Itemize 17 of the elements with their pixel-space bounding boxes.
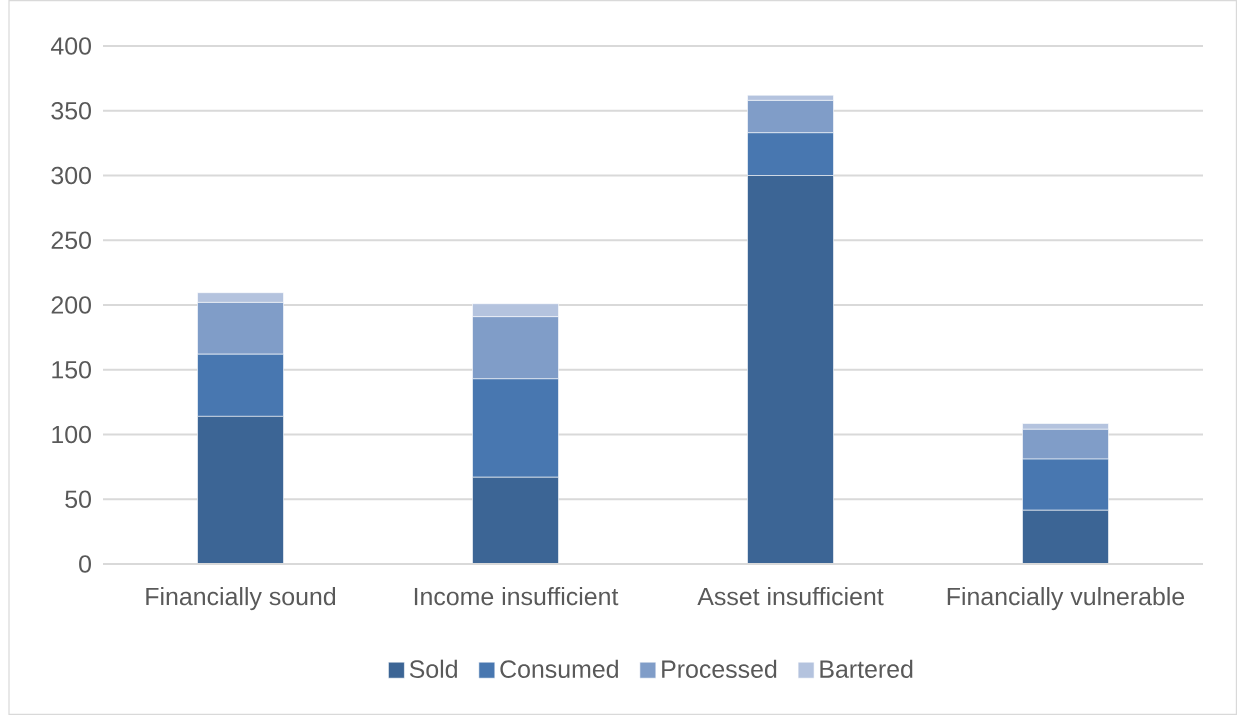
y-tick-label: 350 <box>51 101 91 120</box>
x-tick-label: Income insufficient <box>414 587 619 606</box>
legend-label: Bartered <box>820 659 913 678</box>
x-tick-label: Financially vulnerable <box>947 587 1185 611</box>
y-tick-label: 250 <box>51 231 91 250</box>
legend-label: Consumed <box>500 659 618 678</box>
y-tick-label: 150 <box>52 360 91 379</box>
legend-label: Sold <box>409 659 457 678</box>
y-tick-label: 100 <box>52 425 91 444</box>
y-tick-label: 50 <box>65 490 91 509</box>
y-tick-label: 200 <box>51 296 91 314</box>
y-tick-label: 0 <box>79 555 91 573</box>
x-tick-label: Asset insufficient <box>697 587 884 606</box>
legend-label: Processed <box>662 659 777 678</box>
y-tick-label: 400 <box>50 37 91 55</box>
y-tick-label: 300 <box>51 166 91 185</box>
x-tick-label: Financially sound <box>146 587 336 611</box>
